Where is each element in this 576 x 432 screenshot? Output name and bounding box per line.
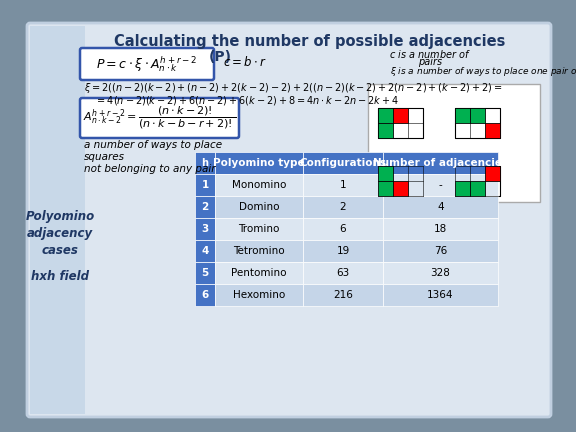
Text: 63: 63: [336, 268, 350, 278]
Text: 5: 5: [202, 268, 209, 278]
Bar: [303, 262, 383, 284]
Text: 6: 6: [202, 290, 209, 300]
Text: $c = b \cdot r$: $c = b \cdot r$: [223, 55, 267, 69]
Bar: [383, 196, 498, 218]
Bar: [378, 181, 393, 196]
FancyBboxPatch shape: [80, 48, 214, 80]
Text: Configurations: Configurations: [300, 158, 386, 168]
Bar: [470, 108, 485, 123]
Bar: [195, 218, 215, 240]
Bar: [368, 84, 540, 202]
Bar: [383, 262, 498, 284]
Bar: [215, 196, 303, 218]
Bar: [485, 166, 500, 181]
Bar: [303, 174, 383, 196]
Bar: [215, 284, 303, 306]
Text: 328: 328: [431, 268, 450, 278]
Text: $c$ is a number of: $c$ is a number of: [389, 48, 471, 60]
Bar: [215, 152, 303, 174]
Bar: [393, 181, 408, 196]
Text: Hexomino: Hexomino: [233, 290, 285, 300]
Text: Calculating the number of possible adjacencies: Calculating the number of possible adjac…: [114, 34, 506, 49]
Bar: [195, 262, 215, 284]
Bar: [303, 284, 383, 306]
Bar: [455, 108, 500, 138]
Bar: [215, 240, 303, 262]
Text: $A^{h+r-2}_{n \cdot k - 2} = \dfrac{(n \cdot k - 2)!}{(n \cdot k - b - r + 2)!}$: $A^{h+r-2}_{n \cdot k - 2} = \dfrac{(n \…: [84, 105, 237, 131]
Text: (P): (P): [209, 50, 232, 64]
Bar: [378, 166, 393, 181]
Bar: [195, 284, 215, 306]
FancyBboxPatch shape: [27, 23, 551, 417]
Text: Monomino: Monomino: [232, 180, 286, 190]
Text: 6: 6: [340, 224, 346, 234]
Text: $\xi = 2((n-2)(k-2)+(n-2)+2(k-2)-2)+2((n-2)(k-2)+2(n-2)+(k-2)+2) =$: $\xi = 2((n-2)(k-2)+(n-2)+2(k-2)-2)+2((n…: [84, 81, 502, 95]
Text: 1: 1: [340, 180, 346, 190]
Bar: [378, 108, 393, 123]
Bar: [455, 181, 470, 196]
Bar: [383, 174, 498, 196]
Text: Tromino: Tromino: [238, 224, 280, 234]
Text: $= 4(n-2)(k-2)+6(n-2)+6(k-2)+8 = 4n \cdot k - 2n - 2k + 4$: $= 4(n-2)(k-2)+6(n-2)+6(k-2)+8 = 4n \cdo…: [95, 94, 399, 107]
Text: squares: squares: [84, 152, 125, 162]
Text: 2: 2: [202, 202, 209, 212]
Text: Pentomino: Pentomino: [231, 268, 287, 278]
Text: $P = c \cdot \xi \cdot A^{h+r-2}_{n \cdot k}$: $P = c \cdot \xi \cdot A^{h+r-2}_{n \cdo…: [96, 54, 198, 74]
Text: not belonging to any pair: not belonging to any pair: [84, 164, 215, 174]
FancyBboxPatch shape: [80, 98, 239, 138]
Text: Number of adjacencies: Number of adjacencies: [373, 158, 508, 168]
Bar: [195, 196, 215, 218]
Text: 2: 2: [340, 202, 346, 212]
Text: 1364: 1364: [427, 290, 454, 300]
Text: 216: 216: [333, 290, 353, 300]
Bar: [303, 152, 383, 174]
Bar: [303, 196, 383, 218]
Text: a number of ways to place: a number of ways to place: [84, 140, 222, 150]
Bar: [30, 26, 85, 414]
Bar: [455, 108, 470, 123]
Text: h: h: [202, 158, 209, 168]
Bar: [383, 218, 498, 240]
Text: $\xi$ is a number of ways to place one pair on a field: $\xi$ is a number of ways to place one p…: [390, 66, 576, 79]
Text: 76: 76: [434, 246, 447, 256]
Bar: [378, 108, 423, 138]
Text: pairs: pairs: [418, 57, 442, 67]
Text: hxh field: hxh field: [31, 270, 89, 283]
Text: Polyomino type: Polyomino type: [213, 158, 305, 168]
Bar: [383, 152, 498, 174]
Bar: [215, 218, 303, 240]
Bar: [195, 152, 215, 174]
Text: Polyomino
adjacency
cases: Polyomino adjacency cases: [25, 210, 94, 257]
Bar: [195, 240, 215, 262]
Bar: [215, 262, 303, 284]
Bar: [303, 240, 383, 262]
Bar: [378, 123, 393, 138]
Bar: [378, 166, 423, 196]
Text: 19: 19: [336, 246, 350, 256]
Text: 18: 18: [434, 224, 447, 234]
Bar: [485, 123, 500, 138]
Text: 3: 3: [202, 224, 209, 234]
Bar: [470, 181, 485, 196]
Text: 4: 4: [202, 246, 209, 256]
Bar: [393, 108, 408, 123]
Bar: [383, 240, 498, 262]
Bar: [383, 284, 498, 306]
Bar: [195, 174, 215, 196]
Text: Domino: Domino: [238, 202, 279, 212]
Text: Tetromino: Tetromino: [233, 246, 285, 256]
Text: -: -: [439, 180, 442, 190]
Text: 1: 1: [202, 180, 209, 190]
Bar: [455, 166, 500, 196]
Bar: [303, 218, 383, 240]
Text: 4: 4: [437, 202, 444, 212]
Bar: [215, 174, 303, 196]
